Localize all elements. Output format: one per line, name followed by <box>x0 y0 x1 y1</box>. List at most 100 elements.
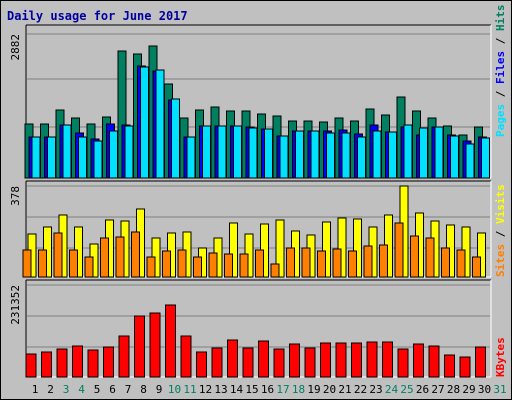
x-tick-label: 5 <box>94 383 101 396</box>
bar-pages-day-6 <box>109 130 118 179</box>
legend-separator: / <box>494 84 507 104</box>
x-tick-label: 7 <box>125 383 132 396</box>
bar-pages-day-2 <box>47 136 56 179</box>
bar-kbytes-day-2 <box>41 351 52 378</box>
bar-sites-day-21 <box>332 248 342 278</box>
x-tick-label: 2 <box>47 383 54 396</box>
bar-sites-day-10 <box>162 250 171 278</box>
x-tick-label: 19 <box>307 383 320 396</box>
x-tick-label: 29 <box>462 383 475 396</box>
bar-pages-day-22 <box>357 136 366 179</box>
x-tick-label: 23 <box>369 383 382 396</box>
bar-sites-day-9 <box>146 256 156 278</box>
x-tick-label: 31 <box>493 383 506 396</box>
bar-sites-day-22 <box>348 250 357 278</box>
bar-pages-day-23 <box>372 130 382 179</box>
bar-sites-day-29 <box>456 249 466 278</box>
bar-visits-day-30 <box>477 232 486 278</box>
bar-visits-day-14 <box>229 222 238 278</box>
x-tick-label: 4 <box>78 383 85 396</box>
bar-sites-day-2 <box>38 249 47 278</box>
x-tick-label: 28 <box>447 383 460 396</box>
bar-pages-day-9 <box>155 69 165 179</box>
bar-pages-day-20 <box>326 132 335 179</box>
bar-kbytes-day-8 <box>134 315 145 378</box>
x-tick-label: 10 <box>168 383 181 396</box>
bar-kbytes-day-23 <box>366 341 378 378</box>
bar-pages-day-16 <box>264 128 273 179</box>
bar-kbytes-day-7 <box>118 335 130 378</box>
x-tick-label: 8 <box>140 383 147 396</box>
bar-sites-day-16 <box>255 249 264 278</box>
bar-pages-day-11 <box>186 136 196 179</box>
bar-kbytes-day-10 <box>165 304 176 378</box>
bar-kbytes-day-12 <box>196 351 207 378</box>
bar-sites-day-19 <box>301 247 311 278</box>
bar-pages-day-15 <box>248 127 258 179</box>
x-tick-label: 13 <box>214 383 227 396</box>
x-tick-label: 26 <box>416 383 429 396</box>
bar-kbytes-day-14 <box>227 339 238 378</box>
bar-pages-day-5 <box>93 140 103 179</box>
x-tick-label: 30 <box>478 383 491 396</box>
bar-pages-day-8 <box>140 66 149 179</box>
bar-sites-day-7 <box>115 236 125 278</box>
bar-kbytes-day-18 <box>289 343 300 378</box>
bar-kbytes-day-11 <box>180 335 192 378</box>
bar-pages-day-12 <box>202 125 211 179</box>
x-tick-label: 11 <box>183 383 196 396</box>
x-tick-label: 21 <box>338 383 351 396</box>
bar-sites-day-11 <box>177 249 187 278</box>
bar-pages-day-1 <box>31 136 41 179</box>
bar-pages-day-7 <box>124 125 134 179</box>
x-tick-label: 3 <box>63 383 70 396</box>
legend-separator: / <box>494 224 507 244</box>
bar-pages-day-27 <box>434 126 444 179</box>
legend-kbytes: KBytes <box>494 337 507 377</box>
bar-pages-day-24 <box>388 131 397 179</box>
panel-1-ymax-label: 378 <box>9 186 22 206</box>
bar-kbytes-day-15 <box>242 347 254 378</box>
x-tick-label: 17 <box>276 383 289 396</box>
bar-sites-day-26 <box>410 235 419 278</box>
bar-sites-day-28 <box>441 247 450 278</box>
bar-pages-day-26 <box>419 127 428 179</box>
bar-kbytes-day-9 <box>149 312 161 378</box>
bar-kbytes-day-24 <box>382 341 393 378</box>
bar-visits-day-22 <box>353 218 362 278</box>
bar-pages-day-3 <box>62 124 72 179</box>
legend-visits: Visits <box>494 184 507 224</box>
panel-1-legend: Sites / Visits <box>494 184 507 277</box>
bar-kbytes-day-4 <box>72 345 83 378</box>
bar-pages-day-21 <box>341 132 351 179</box>
chart-title: Daily usage for June 2017 <box>7 9 188 23</box>
bar-kbytes-day-29 <box>459 356 471 378</box>
x-tick-label: 25 <box>400 383 413 396</box>
bar-sites-day-18 <box>286 247 295 278</box>
bar-kbytes-day-20 <box>320 342 331 378</box>
bar-kbytes-day-21 <box>335 342 347 378</box>
bar-sites-day-3 <box>53 232 63 278</box>
x-tick-label: 14 <box>230 383 244 396</box>
bar-pages-day-14 <box>233 125 242 179</box>
panel-0-legend: Pages / Files / Hits <box>494 5 507 138</box>
bar-kbytes-day-28 <box>444 354 455 378</box>
bar-pages-day-19 <box>310 130 320 179</box>
x-tick-label: 1 <box>32 383 39 396</box>
x-tick-label: 18 <box>292 383 305 396</box>
panel-2-legend: KBytes <box>494 337 507 377</box>
x-tick-label: 22 <box>354 383 367 396</box>
bar-sites-day-20 <box>317 250 326 278</box>
bar-kbytes-day-30 <box>475 346 486 378</box>
bar-pages-day-10 <box>171 98 180 179</box>
bar-sites-day-12 <box>193 256 202 278</box>
bar-sites-day-23 <box>363 245 373 278</box>
bar-sites-day-13 <box>208 252 218 278</box>
bar-kbytes-day-22 <box>351 342 362 378</box>
bar-kbytes-day-17 <box>273 348 285 378</box>
x-tick-label: 12 <box>199 383 212 396</box>
bar-kbytes-day-6 <box>103 346 114 378</box>
x-tick-label: 24 <box>385 383 399 396</box>
bar-pages-day-25 <box>403 124 413 179</box>
